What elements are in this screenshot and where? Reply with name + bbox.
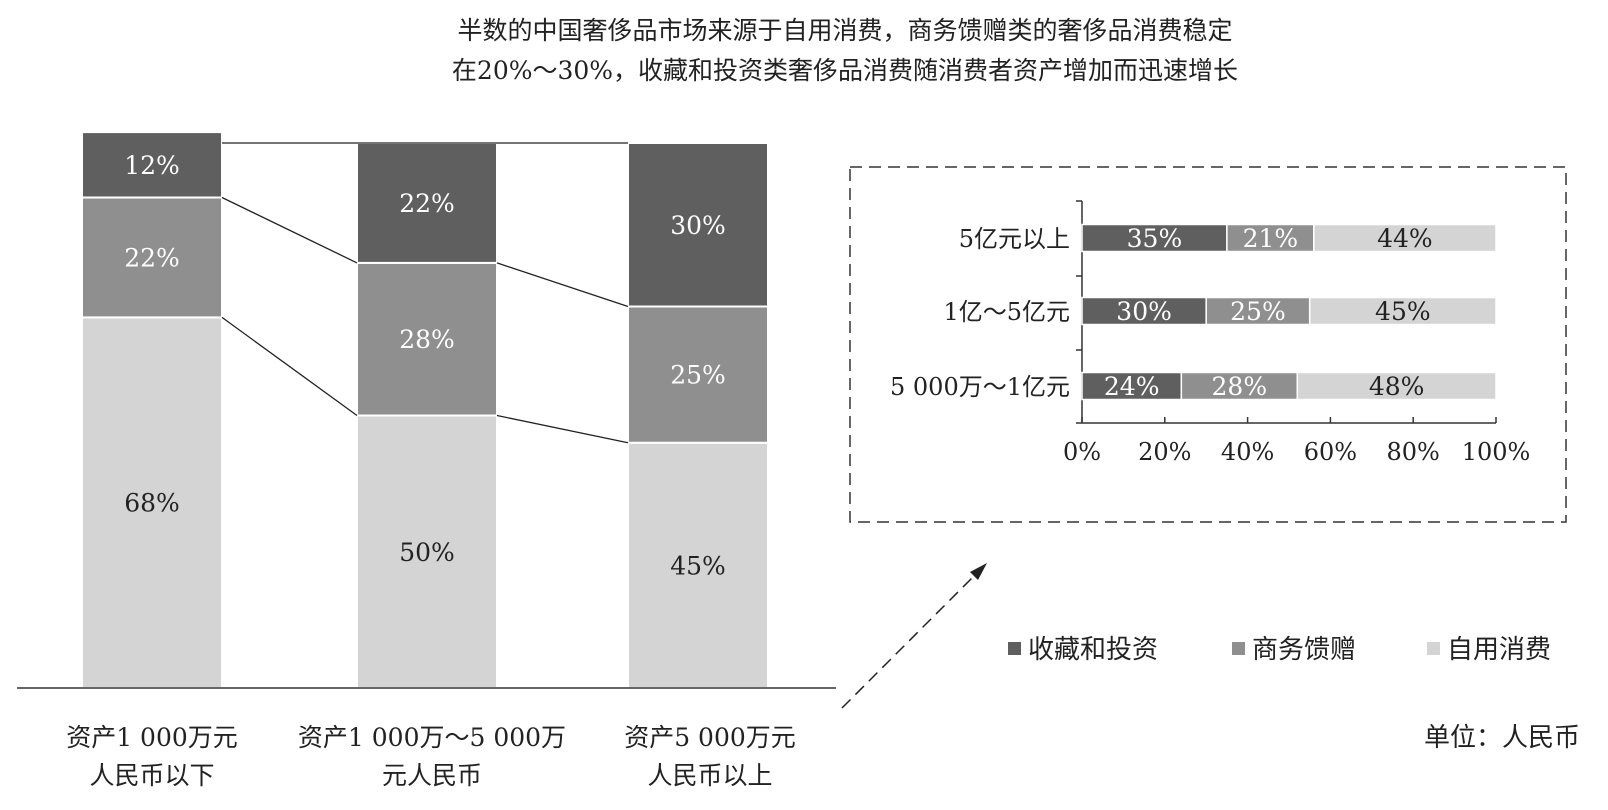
connector-line <box>221 196 358 264</box>
inset-category-label: 1亿～5亿元 <box>943 298 1070 326</box>
bar-segment <box>81 316 223 689</box>
x-tick-label: 资产5 000万元 <box>624 723 796 752</box>
x-tick-label: 元人民币 <box>382 761 482 790</box>
x-tick-label: 人民币以下 <box>89 761 214 790</box>
unit-label: 单位：人民币 <box>1424 723 1580 753</box>
inset-bar-value-label: 44% <box>1377 224 1433 253</box>
bar-segment <box>81 196 223 319</box>
inset-x-tick-label: 20% <box>1138 438 1191 466</box>
inset-frame <box>849 166 1567 523</box>
inset-x-tick-label: 80% <box>1387 438 1440 466</box>
inset-bar-segment <box>1296 371 1497 401</box>
connector-line <box>221 316 358 417</box>
inset-bar-segment <box>1313 223 1497 253</box>
bar-value-label: 30% <box>670 211 726 240</box>
bar-segment <box>81 131 223 199</box>
main-stacked-bar-chart: 68%22%12%50%28%22%45%25%30%资产1 000万元人民币以… <box>17 131 836 790</box>
bar-segment <box>627 305 769 444</box>
legend-item-label: 自用消费 <box>1447 635 1551 665</box>
chart-title-line-1: 半数的中国奢侈品市场来源于自用消费，商务馈赠类的奢侈品消费稳定 <box>457 16 1232 45</box>
bar-value-label: 28% <box>399 325 455 354</box>
bar-value-label: 45% <box>670 551 726 580</box>
bar-segment <box>356 142 498 264</box>
inset-bar-value-label: 25% <box>1230 297 1286 326</box>
inset-category-label: 5 000万～1亿元 <box>890 373 1070 401</box>
legend: 收藏和投资 商务馈赠 自用消费 <box>1008 635 1551 665</box>
inset-bar-value-label: 21% <box>1243 224 1299 253</box>
inset-bar-segment <box>1180 371 1299 401</box>
inset-x-tick-label: 60% <box>1304 438 1357 466</box>
bar-segment <box>627 142 769 308</box>
chart-title-line-2: 在20%～30%，收藏和投资类奢侈品消费随消费者资产增加而迅速增长 <box>452 56 1238 85</box>
inset-bar-segment <box>1081 223 1228 253</box>
legend-swatch <box>1008 642 1021 655</box>
inset-x-tick-label: 40% <box>1221 438 1274 466</box>
x-tick-label: 人民币以上 <box>647 761 772 790</box>
pointer-arrow <box>841 563 987 709</box>
inset-bar-value-label: 35% <box>1127 224 1183 253</box>
inset-category-label: 5亿元以上 <box>959 225 1070 253</box>
bar-value-label: 25% <box>670 361 726 390</box>
bar-value-label: 22% <box>399 189 455 218</box>
inset-bar-segment <box>1081 371 1183 401</box>
inset-bar-segment <box>1226 223 1315 253</box>
inset-horizontal-bar-chart: 0% 20% 40% 60% 80% 100% 5亿元以上 35% 21% 44% 1亿～5亿元 30… <box>890 200 1531 466</box>
inset-bar-segment <box>1205 296 1311 326</box>
inset-bar-segment <box>1308 296 1497 326</box>
bar-value-label: 22% <box>124 243 180 272</box>
connector-line <box>496 414 629 444</box>
inset-bar-value-label: 45% <box>1375 297 1431 326</box>
connector-line <box>496 262 629 308</box>
bar-value-label: 12% <box>124 151 180 180</box>
bar-value-label: 50% <box>399 538 455 567</box>
x-tick-label: 资产1 000万元 <box>66 723 238 752</box>
inset-x-tick-label: 100% <box>1462 438 1531 466</box>
inset-bar-segment <box>1081 296 1207 326</box>
inset-bar-value-label: 24% <box>1104 372 1160 401</box>
inset-x-tick-label: 0% <box>1063 438 1101 466</box>
legend-swatch <box>1427 642 1440 655</box>
bar-value-label: 68% <box>124 489 180 518</box>
legend-item-label: 商务馈赠 <box>1252 635 1356 665</box>
bar-segment <box>356 261 498 417</box>
inset-bar-value-label: 48% <box>1369 372 1425 401</box>
bar-segment <box>356 414 498 689</box>
x-tick-label: 资产1 000万～5 000万 <box>298 723 566 752</box>
legend-swatch <box>1232 642 1245 655</box>
inset-bar-value-label: 30% <box>1116 297 1172 326</box>
inset-bar-value-label: 28% <box>1212 372 1268 401</box>
legend-item-label: 收藏和投资 <box>1028 635 1158 665</box>
